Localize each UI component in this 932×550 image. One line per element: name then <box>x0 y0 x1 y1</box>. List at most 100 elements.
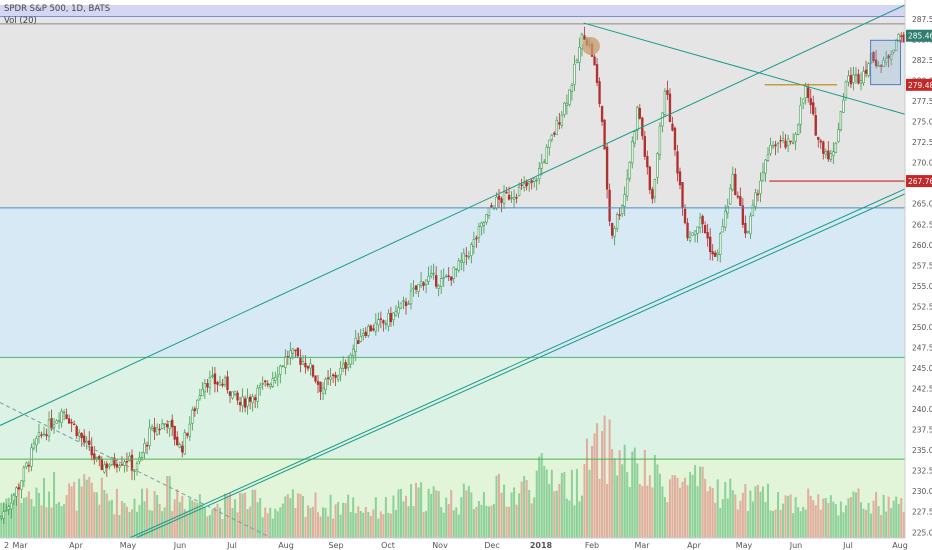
symbol-title[interactable]: SPDR S&P 500, 1D, BATS <box>4 4 110 14</box>
candle-body <box>377 319 380 326</box>
volume-bar <box>570 469 573 538</box>
trend-line-2[interactable] <box>135 193 906 539</box>
rectangle-drawing-0[interactable] <box>870 39 901 86</box>
volume-bar <box>480 504 483 538</box>
candle-body <box>32 442 36 449</box>
volume-bar <box>420 482 423 538</box>
time-axis[interactable]: 2 Mar Apr May Jun Jul Aug Sep Oct Nov Dec 2018 Feb Ma… <box>0 537 932 550</box>
trend-line-1[interactable] <box>129 188 906 539</box>
volume-bar <box>213 507 216 538</box>
candle-body <box>251 396 254 403</box>
candle-body <box>165 424 169 428</box>
candle-body <box>256 387 259 402</box>
candle-body <box>678 171 682 186</box>
trend-line-0[interactable] <box>0 4 906 426</box>
candle-body <box>668 93 672 123</box>
candle-body <box>807 87 810 98</box>
volume-bar <box>661 486 664 538</box>
candle-body <box>382 320 385 324</box>
volume-bar <box>317 512 320 538</box>
candle-body <box>512 196 516 200</box>
candle-body <box>103 464 106 473</box>
volume-bar <box>774 509 777 538</box>
volume-bar <box>261 517 264 538</box>
candle-body <box>626 178 629 197</box>
volume-bar <box>852 491 855 538</box>
volume-bar <box>379 511 382 538</box>
volume-bar <box>749 490 752 538</box>
volume-bar <box>860 502 863 538</box>
x-tick-label: Apr <box>687 541 702 550</box>
volume-bar <box>842 512 845 538</box>
candle-body <box>535 179 538 182</box>
candle-body <box>653 179 657 198</box>
candle-body <box>796 124 800 135</box>
candle-body <box>558 122 561 125</box>
candle-body <box>196 399 199 410</box>
volume-bar <box>849 497 852 538</box>
volume-bar <box>689 472 692 538</box>
volume-bar <box>364 507 367 538</box>
volume-bar <box>900 498 903 538</box>
volume-indicator-label[interactable]: Vol (20) <box>4 16 37 26</box>
circle-marker-0[interactable] <box>581 37 600 56</box>
candle-body <box>213 373 217 385</box>
candle-body <box>173 426 176 440</box>
volume-bar <box>17 482 20 538</box>
volume-bar <box>870 513 873 538</box>
candle-body <box>118 465 121 468</box>
candle-body <box>809 98 812 106</box>
x-tick-label: Mar <box>12 541 28 550</box>
volume-bar <box>754 486 757 538</box>
candle-body <box>452 266 455 279</box>
volume-bar <box>156 495 159 538</box>
candle-body <box>37 432 41 437</box>
candlesticks <box>0 26 905 525</box>
candle-body <box>266 383 269 386</box>
candle-body <box>621 205 624 214</box>
volume-bar <box>369 515 372 538</box>
candle-body <box>746 231 750 234</box>
trend-line-3[interactable] <box>583 22 906 115</box>
volume-bar <box>847 498 850 538</box>
candle-body <box>844 81 848 99</box>
candle-body <box>714 252 717 257</box>
candle-body <box>304 362 307 368</box>
volume-bar <box>241 493 244 538</box>
volume-bar <box>110 499 113 538</box>
volume-bar <box>779 509 782 538</box>
candle-body <box>507 194 511 200</box>
candle-body <box>133 470 136 472</box>
volume-bar <box>367 511 370 538</box>
candle-body <box>178 444 181 448</box>
volume-bar <box>812 500 815 538</box>
candle-body <box>407 303 410 305</box>
candle-body <box>661 112 664 127</box>
volume-bar <box>239 492 242 538</box>
candle-body <box>274 377 277 381</box>
volume-bar <box>289 498 292 538</box>
volume-bar <box>756 484 759 538</box>
candle-body <box>183 432 186 455</box>
volume-bar <box>382 514 385 538</box>
candle-body <box>5 509 8 512</box>
x-tick-label: 2018 <box>530 541 553 550</box>
volume-bar <box>45 507 48 538</box>
volume-bar <box>631 451 634 538</box>
volume-bar <box>244 492 247 538</box>
trend-line-4[interactable] <box>0 402 272 539</box>
volume-bar <box>834 504 837 538</box>
volume-bar <box>676 477 679 538</box>
candle-body <box>533 178 536 182</box>
volume-bar <box>304 516 307 538</box>
candle-body <box>610 222 614 236</box>
candle-body <box>191 409 194 424</box>
volume-bar <box>575 468 578 538</box>
candle-body <box>884 57 888 63</box>
candle-body <box>424 279 428 285</box>
horizontal-levels <box>0 15 905 460</box>
candle-body <box>631 141 634 164</box>
volume-bar <box>166 476 169 538</box>
volume-bar <box>223 493 226 538</box>
